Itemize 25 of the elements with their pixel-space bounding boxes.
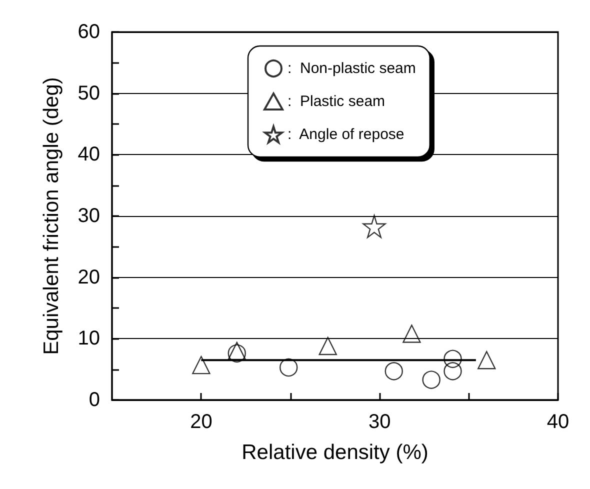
y-tick-label: 10 [78,328,100,350]
x-tick-label: 30 [368,411,391,433]
y-tick-label: 50 [78,82,100,104]
legend-label: : Non-plastic seam [288,60,416,77]
legend-label: : Plastic seam [288,93,386,110]
y-tick-label: 30 [78,205,100,227]
y-axis-title: Equivalent friction angle (deg) [40,77,63,355]
point [192,356,210,374]
x-tick-label: 40 [546,411,570,433]
y-tick-label: 20 [78,266,100,288]
point [444,362,462,380]
point [402,324,421,343]
point [422,370,440,389]
y-tick-label: 40 [78,144,100,166]
point [478,351,496,370]
x-tick-label: 20 [190,411,212,433]
point [362,214,386,238]
x-axis-title: Relative density (%) [242,441,428,464]
y-tick-label: 60 [78,21,100,43]
legend-label: : Angle of repose [288,126,404,143]
y-tick-label: 0 [88,389,100,411]
point [318,336,337,356]
point [384,362,403,380]
point [280,358,298,377]
point [444,350,462,368]
